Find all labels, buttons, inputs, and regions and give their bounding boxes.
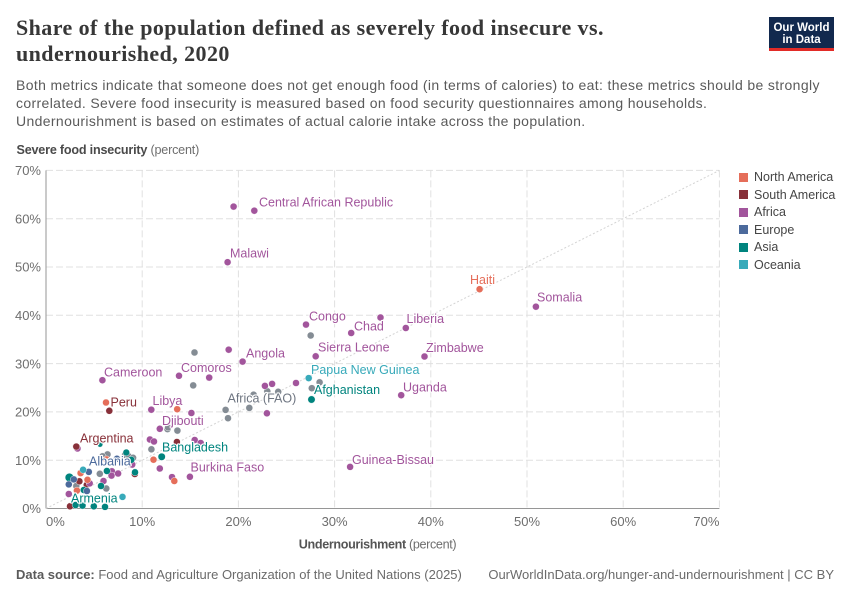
svg-text:40%: 40% <box>15 308 41 323</box>
svg-text:Undernourishment (percent): Undernourishment (percent) <box>299 538 457 552</box>
svg-text:20%: 20% <box>225 514 251 529</box>
svg-text:Central African Republic: Central African Republic <box>259 196 393 210</box>
svg-text:Malawi: Malawi <box>230 247 269 261</box>
svg-text:20%: 20% <box>15 405 41 420</box>
svg-text:Angola: Angola <box>246 347 285 361</box>
svg-text:Chad: Chad <box>354 320 384 334</box>
svg-text:Papua New Guinea: Papua New Guinea <box>311 363 419 377</box>
svg-text:Sierra Leone: Sierra Leone <box>318 341 390 355</box>
svg-text:70%: 70% <box>15 163 41 178</box>
svg-text:Liberia: Liberia <box>407 312 445 326</box>
svg-text:30%: 30% <box>15 356 41 371</box>
svg-text:Burkina Faso: Burkina Faso <box>191 461 265 475</box>
svg-text:Comoros: Comoros <box>181 361 232 375</box>
svg-text:50%: 50% <box>15 260 41 275</box>
svg-text:30%: 30% <box>322 514 348 529</box>
svg-text:Zimbabwe: Zimbabwe <box>426 341 484 355</box>
svg-text:Africa (FAO): Africa (FAO) <box>228 392 297 406</box>
svg-text:40%: 40% <box>418 514 444 529</box>
svg-text:60%: 60% <box>15 211 41 226</box>
svg-text:0%: 0% <box>22 501 41 516</box>
svg-text:10%: 10% <box>129 514 155 529</box>
svg-text:Bangladesh: Bangladesh <box>162 441 228 455</box>
svg-text:Libya: Libya <box>153 394 183 408</box>
svg-text:Cameroon: Cameroon <box>104 366 162 380</box>
svg-text:Afghanistan: Afghanistan <box>314 383 380 397</box>
svg-text:Djibouti: Djibouti <box>162 414 204 428</box>
svg-text:Armenia: Armenia <box>71 492 118 506</box>
svg-text:70%: 70% <box>693 514 719 529</box>
svg-text:Guinea-Bissau: Guinea-Bissau <box>352 453 434 467</box>
svg-text:50%: 50% <box>514 514 540 529</box>
svg-text:Somalia: Somalia <box>537 291 582 305</box>
svg-text:0%: 0% <box>46 514 65 529</box>
svg-text:Congo: Congo <box>309 310 346 324</box>
svg-text:Albania: Albania <box>89 455 131 469</box>
svg-text:10%: 10% <box>15 453 41 468</box>
svg-text:60%: 60% <box>610 514 636 529</box>
svg-text:Uganda: Uganda <box>403 381 447 395</box>
svg-text:Peru: Peru <box>111 396 137 410</box>
svg-text:Argentina: Argentina <box>80 432 134 446</box>
svg-text:Haiti: Haiti <box>470 273 495 287</box>
